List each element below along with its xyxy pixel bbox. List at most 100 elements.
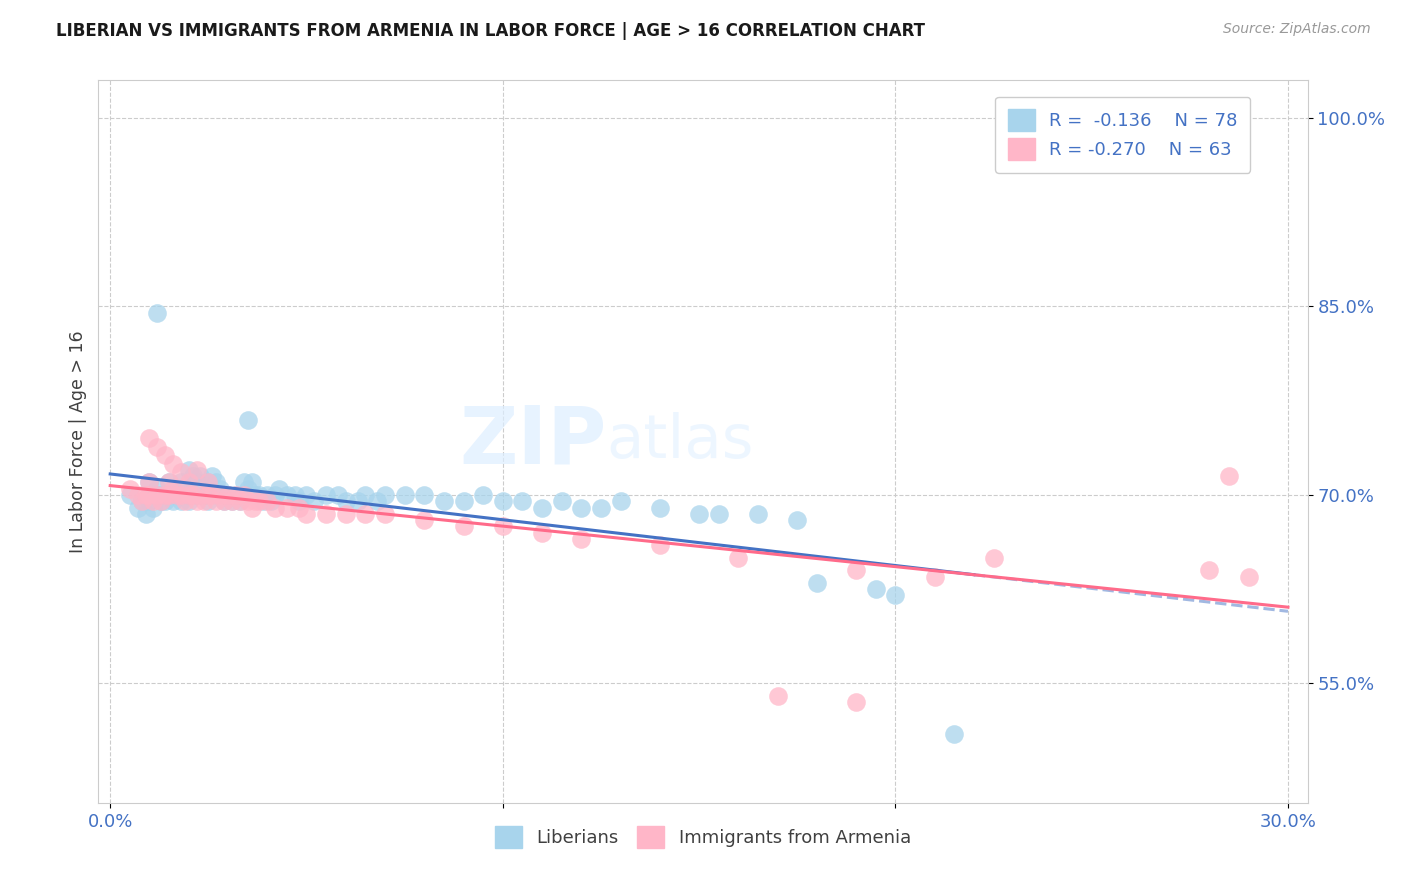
- Point: [209, 488, 232, 502]
- Point: [127, 488, 149, 502]
- Text: atlas: atlas: [606, 412, 754, 471]
- Point: [173, 494, 195, 508]
- Point: [413, 488, 436, 502]
- Point: [146, 488, 169, 502]
- Point: [287, 494, 309, 508]
- Point: [150, 494, 173, 508]
- Point: [240, 500, 263, 515]
- Point: [212, 494, 235, 508]
- Point: [276, 500, 298, 515]
- Point: [260, 494, 283, 508]
- Point: [153, 494, 176, 508]
- Point: [162, 494, 184, 508]
- Point: [146, 440, 169, 454]
- Point: [295, 507, 318, 521]
- Point: [531, 525, 554, 540]
- Point: [153, 448, 176, 462]
- Point: [138, 475, 160, 490]
- Point: [326, 488, 349, 502]
- Point: [354, 488, 377, 502]
- Point: [315, 507, 337, 521]
- Point: [193, 494, 215, 508]
- Point: [197, 488, 219, 502]
- Point: [924, 569, 946, 583]
- Point: [229, 494, 252, 508]
- Point: [346, 494, 368, 508]
- Point: [135, 488, 157, 502]
- Point: [166, 488, 188, 502]
- Point: [146, 488, 169, 502]
- Point: [374, 507, 396, 521]
- Point: [335, 494, 357, 508]
- Point: [221, 494, 243, 508]
- Point: [1198, 563, 1220, 577]
- Point: [236, 482, 259, 496]
- Point: [225, 488, 247, 502]
- Point: [190, 488, 212, 502]
- Point: [287, 500, 309, 515]
- Point: [142, 500, 165, 515]
- Point: [138, 431, 160, 445]
- Point: [512, 494, 534, 508]
- Point: [806, 575, 828, 590]
- Point: [1237, 569, 1260, 583]
- Point: [201, 488, 224, 502]
- Point: [247, 488, 270, 502]
- Point: [118, 482, 141, 496]
- Point: [264, 488, 287, 502]
- Point: [569, 532, 592, 546]
- Point: [225, 488, 247, 502]
- Point: [609, 494, 631, 508]
- Point: [162, 457, 184, 471]
- Point: [190, 469, 212, 483]
- Point: [727, 550, 749, 565]
- Point: [131, 494, 153, 508]
- Point: [153, 488, 176, 502]
- Text: LIBERIAN VS IMMIGRANTS FROM ARMENIA IN LABOR FORCE | AGE > 16 CORRELATION CHART: LIBERIAN VS IMMIGRANTS FROM ARMENIA IN L…: [56, 22, 925, 40]
- Point: [131, 494, 153, 508]
- Point: [205, 475, 228, 490]
- Point: [157, 475, 180, 490]
- Point: [284, 488, 307, 502]
- Point: [531, 500, 554, 515]
- Point: [256, 494, 278, 508]
- Point: [354, 507, 377, 521]
- Point: [492, 519, 515, 533]
- Text: ZIP: ZIP: [458, 402, 606, 481]
- Point: [413, 513, 436, 527]
- Point: [1218, 469, 1240, 483]
- Point: [252, 494, 274, 508]
- Point: [217, 488, 239, 502]
- Point: [550, 494, 572, 508]
- Point: [236, 494, 259, 508]
- Point: [212, 494, 235, 508]
- Point: [315, 488, 337, 502]
- Point: [166, 488, 188, 502]
- Point: [201, 469, 224, 483]
- Point: [453, 494, 475, 508]
- Point: [170, 466, 193, 480]
- Text: Source: ZipAtlas.com: Source: ZipAtlas.com: [1223, 22, 1371, 37]
- Point: [245, 488, 267, 502]
- Point: [569, 500, 592, 515]
- Point: [492, 494, 515, 508]
- Point: [648, 500, 671, 515]
- Point: [232, 488, 254, 502]
- Point: [247, 494, 270, 508]
- Point: [232, 475, 254, 490]
- Point: [138, 475, 160, 490]
- Point: [138, 488, 160, 502]
- Point: [177, 475, 200, 490]
- Point: [197, 475, 219, 490]
- Point: [150, 494, 173, 508]
- Point: [118, 488, 141, 502]
- Point: [177, 488, 200, 502]
- Point: [264, 500, 287, 515]
- Point: [245, 494, 267, 508]
- Point: [157, 488, 180, 502]
- Point: [197, 475, 219, 490]
- Point: [170, 494, 193, 508]
- Point: [453, 519, 475, 533]
- Point: [170, 475, 193, 490]
- Point: [177, 463, 200, 477]
